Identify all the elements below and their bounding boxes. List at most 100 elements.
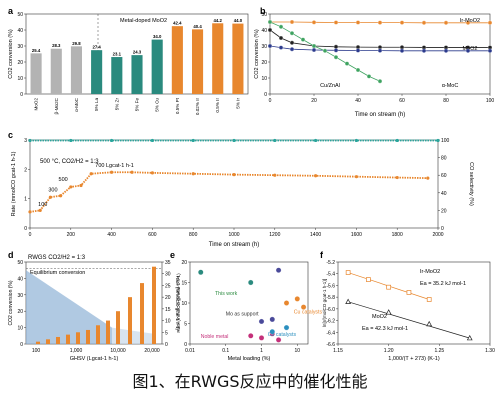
- panel-c-ytick-label: 0: [24, 226, 27, 232]
- panel-c-ytick-right-label: 20: [441, 208, 447, 214]
- panel-b-point: [443, 48, 449, 53]
- panel-e-scatter-chart: Rate (mmolCO gmetal-1 h-1) Metal loading…: [176, 260, 322, 362]
- panel-d-ylabel-right: Rate (mmolCO gcat-1 h-1): [175, 276, 180, 331]
- panel-a-ytick-label: 10: [17, 76, 23, 82]
- panel-e-point: [294, 296, 301, 302]
- panel-c-ytick-label: 3: [24, 138, 27, 144]
- panel-f-xtick-label: 1.30: [485, 348, 495, 354]
- panel-b-point: [289, 31, 295, 36]
- panel-e-point: [283, 324, 290, 331]
- panel-a-value-label: 28.3: [52, 43, 61, 48]
- panel-f-ytick-label: -5.4: [326, 272, 335, 278]
- panel-b-point: [366, 74, 372, 79]
- panel-d-ytick-label: 10: [17, 326, 23, 332]
- panel-a-value-label: 44.2: [214, 18, 223, 23]
- panel-b-point: [333, 48, 339, 53]
- panel-f-ytick-label: -5.2: [326, 260, 335, 266]
- panel-c-ylabel-right: CO selectivity (%): [468, 162, 474, 206]
- panel-d-xtick-label: 10,000: [110, 348, 126, 354]
- panel-a-group-label: Metal-doped MoO2: [120, 18, 167, 24]
- panel-b-xtick-label: 80: [443, 98, 449, 104]
- panel-d-conversion-area: [112, 327, 156, 344]
- panel-a-category-label: 5% Cu: [155, 98, 160, 112]
- panel-b-point: [465, 48, 471, 53]
- panel-d-ytick-right-label: 15: [165, 307, 171, 313]
- panel-b-xtick-label: 40: [355, 98, 361, 104]
- panel-e-point: [258, 318, 265, 325]
- panel-b-point: [267, 19, 273, 25]
- panel-b-point: [355, 48, 361, 53]
- panel-d-rate-bar: [128, 297, 132, 344]
- panel-e-point: [269, 316, 276, 323]
- panel-c-ytick-right-label: 40: [441, 191, 447, 197]
- panel-b-point: [421, 48, 427, 53]
- panel-c-xtick-label: 2000: [432, 232, 443, 238]
- panel-d-ytick-label: 0: [20, 342, 23, 348]
- panel-e-point: [269, 328, 276, 335]
- panel-label-b: b: [260, 6, 266, 16]
- panel-b-point: [487, 20, 493, 25]
- panel-a-bar: [91, 50, 103, 94]
- panel-d-rate-bar: [36, 341, 40, 344]
- panel-e-ylabel: Rate (mmolCO gmetal-1 h-1): [176, 273, 181, 333]
- panel-a-bar: [50, 48, 62, 94]
- panel-a-ytick-label: 0: [20, 92, 23, 98]
- panel-f-ea-label: Ea = 35.2 kJ mol-1: [420, 281, 466, 287]
- panel-c-xtick-label: 1200: [269, 232, 280, 238]
- panel-b-point: [311, 20, 317, 25]
- panel-e-ytick-label: 15: [181, 281, 187, 287]
- panel-a-bar: [232, 23, 244, 95]
- panel-f-xtick-label: 1.20: [384, 348, 394, 354]
- panel-c-ytick-label: 2: [24, 167, 27, 173]
- panel-b-point: [355, 20, 361, 25]
- panel-a-category-label: 0.5% Ir: [215, 98, 220, 113]
- panel-f-legend-label: Ir-MoO2: [420, 269, 440, 275]
- panel-d-rate-bar: [46, 339, 50, 344]
- panel-b-xtick-label: 0: [269, 98, 272, 104]
- panel-d-ytick-right-label: 25: [165, 283, 171, 289]
- panel-f-frame: [337, 261, 491, 345]
- panel-e-xtick-label: 0.01: [185, 348, 195, 354]
- panel-a-category-label: 5% Ir: [235, 98, 240, 109]
- panel-f-legend-label: MoO2: [372, 314, 387, 320]
- panel-e-group-label: Mo as support: [226, 311, 259, 317]
- panel-d-rate-bar: [116, 311, 120, 344]
- panel-a-value-label: 44.0: [234, 18, 243, 23]
- panel-b-point: [344, 61, 350, 66]
- panel-f-ytick-label: -6.0: [326, 307, 335, 313]
- panel-d-ytick-right-label: 5: [165, 330, 168, 336]
- panel-b-point: [311, 43, 317, 49]
- panel-c-ylabel: Rate (mmolCO gcat-1 h-1): [11, 151, 17, 216]
- panel-b-point: [322, 48, 328, 53]
- panel-e-point: [275, 267, 282, 273]
- panel-b-frame: [269, 13, 491, 95]
- panel-a-category-label: 0.5% Pt: [175, 97, 180, 114]
- panel-f-point: [466, 334, 473, 341]
- panel-c-ytick-right-label: 100: [441, 138, 450, 144]
- panel-e-ytick-label: 5: [184, 322, 187, 328]
- panel-c-ghsv-label: 700 Lgcat-1 h-1: [95, 163, 134, 169]
- panel-d-conversion-area: [26, 270, 112, 344]
- panel-c-frame: [29, 139, 439, 229]
- panel-e-point: [300, 304, 307, 310]
- panel-b-ytick-label: 30: [261, 44, 267, 50]
- panel-a-ytick-label: 50: [17, 12, 23, 18]
- panel-f-ea-label: Ea = 42.3 kJ mol-1: [362, 326, 408, 332]
- panel-f-xlabel: 1,000/(T + 273) (K-1): [388, 356, 440, 362]
- panel-b-series-label: Ir-MoO2: [460, 18, 480, 24]
- panel-a-value-label: 34.0: [153, 34, 162, 39]
- panel-c-xtick-label: 200: [67, 232, 76, 238]
- panel-e-group-label: This work: [215, 291, 238, 297]
- panel-d-ytick-right-label: 0: [165, 342, 168, 348]
- panel-b-series-label: MoO2: [463, 46, 478, 52]
- panel-d-xlabel: GHSV (Lgcat-1 h-1): [70, 356, 119, 362]
- panel-d-xtick-label: 100: [32, 348, 41, 354]
- panel-e-xtick-label: 0.1: [222, 348, 229, 354]
- panel-b-ylabel: CO2 conversion (%): [254, 29, 260, 79]
- panel-b-point: [278, 35, 284, 41]
- panel-c-ytick-right-label: 60: [441, 173, 447, 179]
- panel-a-bar: [212, 23, 224, 95]
- panel-f-point: [386, 284, 392, 290]
- panel-c-stability-chart: Rate (mmolCO gcat-1 h-1) CO selectivity …: [11, 138, 474, 248]
- panel-f-ytick-label: -5.6: [326, 283, 335, 289]
